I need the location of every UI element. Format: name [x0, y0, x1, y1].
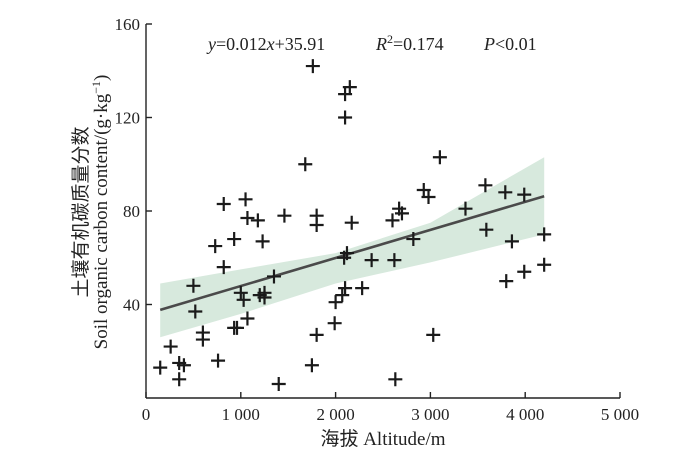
regression-equation: y=0.012x+35.91 — [206, 34, 325, 54]
data-point — [388, 372, 403, 387]
data-point — [406, 232, 421, 247]
data-point — [305, 59, 320, 74]
r-var: R — [375, 34, 387, 54]
data-point — [238, 192, 253, 207]
p-var: P — [483, 34, 495, 54]
data-point — [421, 189, 436, 204]
data-point — [327, 316, 342, 331]
data-point — [227, 232, 242, 247]
data-point — [479, 222, 494, 237]
eq-y-var: y — [206, 34, 216, 54]
data-point — [426, 327, 441, 342]
data-point — [233, 285, 248, 300]
data-point — [385, 213, 400, 228]
data-point — [240, 211, 255, 226]
eq-x-var: x — [266, 34, 275, 54]
data-point — [342, 80, 357, 95]
y-tick-label: 120 — [115, 109, 141, 128]
data-points — [153, 59, 552, 391]
data-point — [355, 281, 370, 296]
r-val: =0.174 — [393, 34, 444, 54]
data-point — [216, 196, 231, 211]
data-point — [172, 372, 187, 387]
data-point — [338, 87, 353, 102]
confidence-band — [160, 157, 545, 338]
data-point — [478, 178, 493, 193]
data-point — [188, 304, 203, 319]
y-ticks: 40 80 120 160 — [115, 15, 152, 315]
data-point — [266, 269, 281, 284]
data-point — [304, 358, 319, 373]
data-point — [309, 218, 324, 233]
x-tick-label: 1 000 — [222, 405, 260, 424]
x-tick-label: 4 000 — [506, 405, 544, 424]
data-point — [387, 253, 402, 268]
data-point — [499, 274, 514, 289]
data-point — [257, 290, 272, 305]
x-tick-label: 2 000 — [316, 405, 354, 424]
data-point — [208, 239, 223, 254]
eq-slope: =0.012 — [216, 34, 267, 54]
data-point — [537, 227, 552, 242]
data-point — [338, 110, 353, 125]
data-point — [195, 332, 210, 347]
data-point — [236, 292, 251, 307]
data-point — [517, 264, 532, 279]
y-tick-label: 160 — [115, 15, 141, 34]
eq-intercept: +35.91 — [275, 34, 326, 54]
y-axis-label-cn: 土壤有机碳质量分数 — [70, 126, 92, 297]
data-point — [153, 360, 168, 375]
data-point — [394, 206, 409, 221]
p-value: P<0.01 — [483, 34, 537, 54]
y-axis-label: 土壤有机碳质量分数 Soil organic carbon content/(g… — [70, 75, 112, 350]
data-point — [240, 311, 255, 326]
y-axis-label-sup: −1 — [89, 81, 103, 94]
data-point — [339, 246, 354, 261]
data-point — [328, 295, 343, 310]
data-point — [211, 353, 226, 368]
data-point — [216, 260, 231, 275]
y-tick-label: 80 — [123, 202, 140, 221]
x-tick-label: 5 000 — [601, 405, 639, 424]
x-tick-label: 0 — [142, 405, 151, 424]
data-point — [250, 213, 265, 228]
r-sup: 2 — [387, 32, 393, 46]
x-axis-label: 海拔 Altitude/m — [320, 428, 445, 450]
data-point — [537, 257, 552, 272]
y-axis-label-close: ) — [91, 75, 112, 81]
y-tick-label: 40 — [123, 296, 140, 315]
data-point — [504, 234, 519, 249]
y-axis-label-en-main: Soil organic carbon content/(g·kg — [91, 93, 112, 349]
data-point — [309, 327, 324, 342]
data-point — [230, 320, 245, 335]
data-point — [186, 278, 201, 293]
y-axis-label-en: Soil organic carbon content/(g·kg−1) — [89, 75, 112, 350]
data-point — [176, 358, 191, 373]
r-squared: R2=0.174 — [375, 32, 444, 54]
x-ticks: 0 1 000 2 000 3 000 4 000 5 000 — [142, 392, 639, 424]
data-point — [364, 253, 379, 268]
data-point — [335, 288, 350, 303]
data-point — [338, 281, 353, 296]
data-point — [344, 215, 359, 230]
x-tick-label: 3 000 — [411, 405, 449, 424]
data-point — [416, 182, 431, 197]
data-point — [458, 201, 473, 216]
data-point — [517, 187, 532, 202]
data-point — [271, 376, 286, 391]
data-point — [255, 234, 270, 249]
data-point — [298, 157, 313, 172]
data-point — [163, 339, 178, 354]
data-point — [498, 185, 513, 200]
data-point — [432, 150, 447, 165]
data-point — [277, 208, 292, 223]
p-val: <0.01 — [495, 34, 537, 54]
